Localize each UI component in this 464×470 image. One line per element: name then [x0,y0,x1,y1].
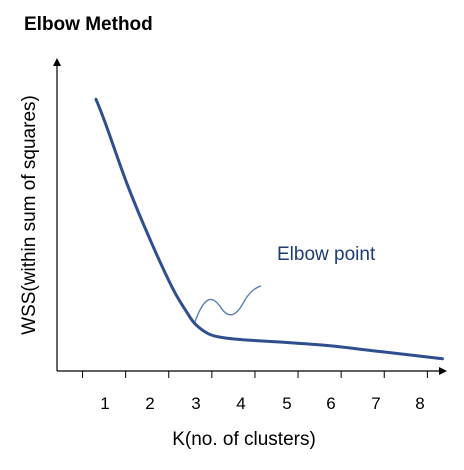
x-tick-label: 7 [371,394,380,413]
y-axis-arrow [53,58,61,66]
wss-curve [94,97,444,361]
x-tick-label: 6 [326,394,335,413]
x-tick-label: 3 [191,394,200,413]
x-tick-label: 4 [236,394,245,413]
elbow-point-label: Elbow point [277,244,376,265]
x-tick-label: 5 [282,394,291,413]
x-tick-label: 1 [100,394,109,413]
series-layer [94,97,444,361]
x-axis-arrow [439,367,447,375]
annotation-layer: Elbow point [194,244,376,323]
chart-title: Elbow Method [24,14,153,35]
elbow-pointer [194,285,262,323]
x-tick-label: 8 [415,394,424,413]
y-axis-label: WSS(within sum of squares) [19,95,40,335]
x-axis-label: K(no. of clusters) [172,429,316,450]
x-ticks: 1 2 3 4 5 6 7 8 [82,371,428,413]
x-tick-label: 2 [145,394,154,413]
axes [53,58,447,375]
